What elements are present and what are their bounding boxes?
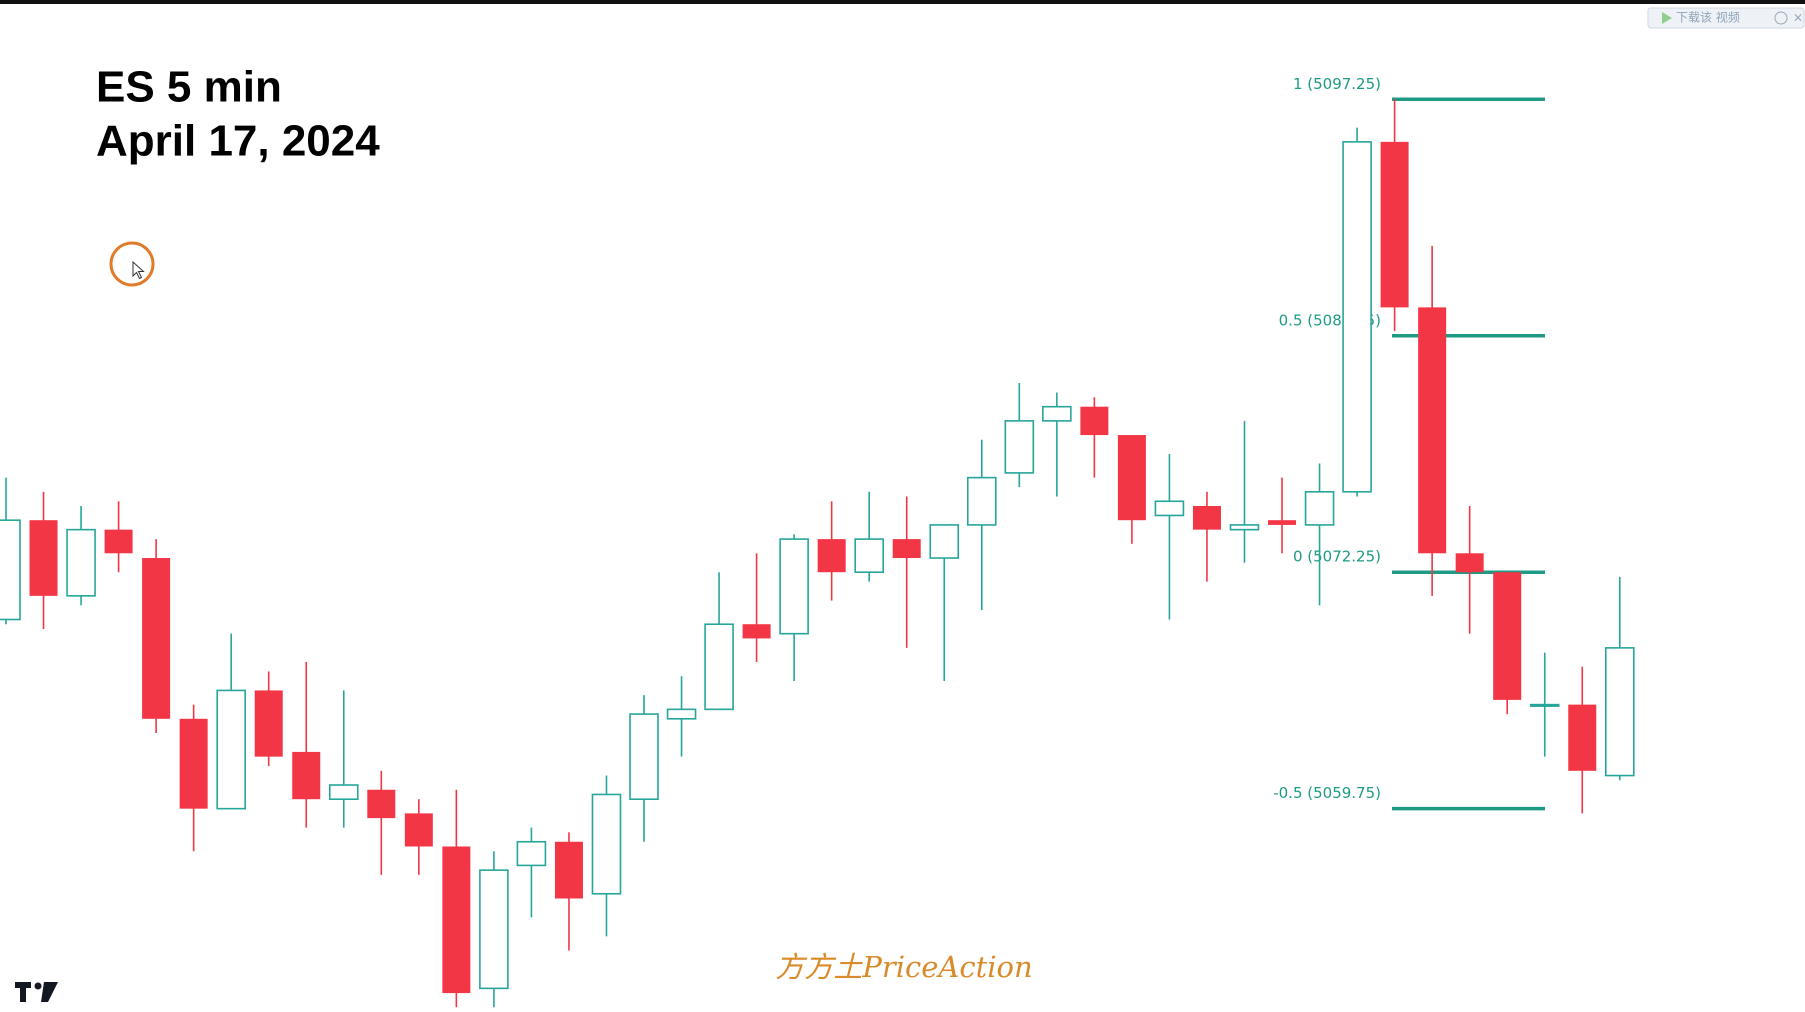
toolbar-text: 下载该 视频 — [1676, 10, 1740, 25]
chart-subtitle: April 17, 2024 — [96, 117, 380, 166]
candle-body — [1418, 307, 1447, 554]
help-icon[interactable] — [1774, 11, 1788, 25]
candle-body — [1004, 420, 1035, 474]
play-icon — [1662, 12, 1672, 24]
toolbar[interactable]: 下载该 视频 × — [1647, 7, 1805, 29]
candle-body — [516, 840, 547, 867]
logo-part — [41, 982, 58, 1002]
candle-body — [1080, 406, 1109, 436]
candle-body — [892, 539, 921, 559]
candle-body — [1117, 435, 1146, 521]
candle-body — [404, 813, 433, 847]
candle-body — [1493, 572, 1522, 700]
cursor — [132, 260, 145, 280]
logo-part — [15, 982, 31, 1002]
candle-body — [742, 624, 771, 639]
candle-body — [104, 529, 133, 554]
candle-body — [216, 689, 246, 810]
candle-body — [1229, 524, 1260, 531]
candle-body — [1342, 141, 1372, 493]
candle-body — [29, 520, 58, 596]
candle-body — [292, 751, 321, 800]
candle-body — [0, 519, 21, 621]
candle-body — [66, 528, 96, 597]
candle-body — [479, 869, 509, 990]
close-icon[interactable]: × — [1793, 11, 1803, 25]
candle-body — [591, 793, 622, 895]
candle-body — [1604, 647, 1635, 777]
candle-body — [817, 539, 846, 573]
level-label: -0.5 (5059.75) — [1273, 784, 1381, 802]
candle-body — [1529, 703, 1560, 707]
candle-body — [367, 789, 396, 819]
candle-body — [966, 476, 997, 526]
candle-body — [1154, 500, 1185, 517]
candle-body — [1380, 141, 1409, 308]
candle-body — [179, 718, 208, 809]
candle-body — [779, 538, 809, 635]
chart-title: ES 5 min — [96, 63, 282, 112]
candle-body — [1568, 704, 1597, 771]
candle-body — [328, 784, 359, 800]
tv-logo — [15, 982, 58, 1002]
watermark: 方方土PriceAction — [775, 950, 1032, 984]
level-label: 0 (5072.25) — [1293, 548, 1381, 566]
top-bar — [0, 0, 1805, 4]
candle-body — [1455, 553, 1484, 573]
candle-body — [442, 846, 471, 994]
candle-body — [142, 558, 171, 719]
candle-body — [629, 713, 659, 800]
candles — [0, 99, 1635, 1008]
candle-body — [1268, 520, 1297, 525]
toolbar-bg — [1647, 7, 1805, 29]
candle-body — [1304, 491, 1335, 526]
cursor-highlight — [109, 241, 155, 287]
candle-body — [254, 690, 283, 757]
candle-body — [1042, 405, 1072, 422]
candle-body — [854, 538, 884, 574]
logo-part — [34, 982, 42, 990]
level-label: 1 (5097.25) — [1293, 75, 1381, 93]
candle-body — [704, 623, 734, 711]
candle-body — [929, 524, 960, 559]
candle-body — [666, 708, 697, 720]
candle-body — [1192, 506, 1221, 530]
candle-body — [554, 841, 583, 899]
